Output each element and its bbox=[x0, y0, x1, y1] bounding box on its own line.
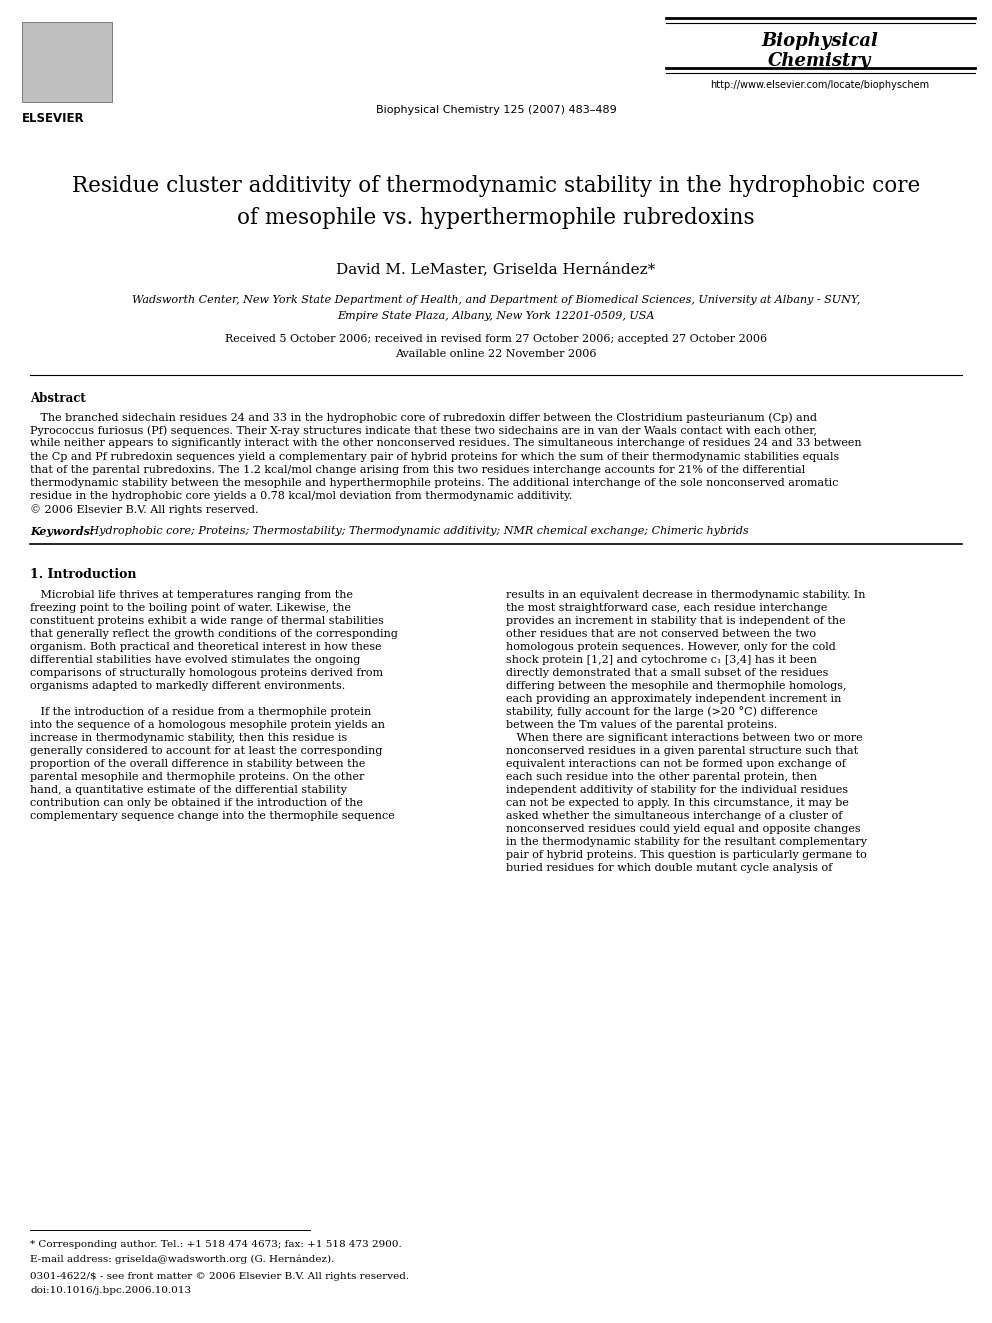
Text: increase in thermodynamic stability, then this residue is: increase in thermodynamic stability, the… bbox=[30, 733, 347, 742]
Text: Biophysical Chemistry 125 (2007) 483–489: Biophysical Chemistry 125 (2007) 483–489 bbox=[376, 105, 616, 115]
Text: other residues that are not conserved between the two: other residues that are not conserved be… bbox=[506, 628, 816, 639]
Text: independent additivity of stability for the individual residues: independent additivity of stability for … bbox=[506, 785, 848, 795]
Text: * Corresponding author. Tel.: +1 518 474 4673; fax: +1 518 473 2900.: * Corresponding author. Tel.: +1 518 474… bbox=[30, 1240, 402, 1249]
Text: comparisons of structurally homologous proteins derived from: comparisons of structurally homologous p… bbox=[30, 668, 383, 677]
Text: The branched sidechain residues 24 and 33 in the hydrophobic core of rubredoxin : The branched sidechain residues 24 and 3… bbox=[30, 411, 817, 422]
Text: Pyrococcus furiosus (Pf) sequences. Their X-ray structures indicate that these t: Pyrococcus furiosus (Pf) sequences. Thei… bbox=[30, 425, 816, 435]
Text: pair of hybrid proteins. This question is particularly germane to: pair of hybrid proteins. This question i… bbox=[506, 849, 867, 860]
Text: buried residues for which double mutant cycle analysis of: buried residues for which double mutant … bbox=[506, 863, 832, 873]
Text: each such residue into the other parental protein, then: each such residue into the other parenta… bbox=[506, 771, 817, 782]
Text: Chemistry: Chemistry bbox=[769, 52, 872, 70]
Text: Available online 22 November 2006: Available online 22 November 2006 bbox=[395, 349, 597, 359]
Text: Microbial life thrives at temperatures ranging from the: Microbial life thrives at temperatures r… bbox=[30, 590, 353, 599]
Bar bbox=[22, 22, 112, 102]
Text: thermodynamic stability between the mesophile and hyperthermophile proteins. The: thermodynamic stability between the meso… bbox=[30, 478, 838, 488]
Text: contribution can only be obtained if the introduction of the: contribution can only be obtained if the… bbox=[30, 798, 363, 807]
Text: between the Tm values of the parental proteins.: between the Tm values of the parental pr… bbox=[506, 720, 778, 729]
Text: can not be expected to apply. In this circumstance, it may be: can not be expected to apply. In this ci… bbox=[506, 798, 849, 807]
Text: When there are significant interactions between two or more: When there are significant interactions … bbox=[506, 733, 863, 742]
Text: Keywords:: Keywords: bbox=[30, 525, 94, 537]
Text: © 2006 Elsevier B.V. All rights reserved.: © 2006 Elsevier B.V. All rights reserved… bbox=[30, 504, 259, 515]
Text: generally considered to account for at least the corresponding: generally considered to account for at l… bbox=[30, 746, 382, 755]
Text: 1. Introduction: 1. Introduction bbox=[30, 568, 137, 581]
Text: that generally reflect the growth conditions of the corresponding: that generally reflect the growth condit… bbox=[30, 628, 398, 639]
Text: organism. Both practical and theoretical interest in how these: organism. Both practical and theoretical… bbox=[30, 642, 382, 652]
Text: Abstract: Abstract bbox=[30, 392, 85, 405]
Text: parental mesophile and thermophile proteins. On the other: parental mesophile and thermophile prote… bbox=[30, 771, 364, 782]
Text: Biophysical: Biophysical bbox=[762, 32, 879, 50]
Text: David M. LeMaster, Griselda Hernández*: David M. LeMaster, Griselda Hernández* bbox=[336, 262, 656, 277]
Text: that of the parental rubredoxins. The 1.2 kcal/mol change arising from this two : that of the parental rubredoxins. The 1.… bbox=[30, 464, 806, 475]
Text: residue in the hydrophobic core yields a 0.78 kcal/mol deviation from thermodyna: residue in the hydrophobic core yields a… bbox=[30, 491, 572, 501]
Text: while neither appears to significantly interact with the other nonconserved resi: while neither appears to significantly i… bbox=[30, 438, 862, 448]
Text: ELSEVIER: ELSEVIER bbox=[22, 112, 84, 124]
Text: If the introduction of a residue from a thermophile protein: If the introduction of a residue from a … bbox=[30, 706, 371, 717]
Text: organisms adapted to markedly different environments.: organisms adapted to markedly different … bbox=[30, 680, 345, 691]
Text: into the sequence of a homologous mesophile protein yields an: into the sequence of a homologous mesoph… bbox=[30, 720, 385, 729]
Text: Received 5 October 2006; received in revised form 27 October 2006; accepted 27 O: Received 5 October 2006; received in rev… bbox=[225, 333, 767, 344]
Text: directly demonstrated that a small subset of the residues: directly demonstrated that a small subse… bbox=[506, 668, 828, 677]
Text: homologous protein sequences. However, only for the cold: homologous protein sequences. However, o… bbox=[506, 642, 835, 652]
Text: 0301-4622/$ - see front matter © 2006 Elsevier B.V. All rights reserved.: 0301-4622/$ - see front matter © 2006 El… bbox=[30, 1271, 409, 1281]
Text: in the thermodynamic stability for the resultant complementary: in the thermodynamic stability for the r… bbox=[506, 836, 867, 847]
Text: Empire State Plaza, Albany, New York 12201-0509, USA: Empire State Plaza, Albany, New York 122… bbox=[337, 311, 655, 321]
Text: freezing point to the boiling point of water. Likewise, the: freezing point to the boiling point of w… bbox=[30, 602, 351, 613]
Text: provides an increment in stability that is independent of the: provides an increment in stability that … bbox=[506, 615, 845, 626]
Text: Residue cluster additivity of thermodynamic stability in the hydrophobic core: Residue cluster additivity of thermodyna… bbox=[71, 175, 921, 197]
Text: constituent proteins exhibit a wide range of thermal stabilities: constituent proteins exhibit a wide rang… bbox=[30, 615, 384, 626]
Text: nonconserved residues could yield equal and opposite changes: nonconserved residues could yield equal … bbox=[506, 824, 861, 833]
Text: results in an equivalent decrease in thermodynamic stability. In: results in an equivalent decrease in the… bbox=[506, 590, 865, 599]
Text: E-mail address: griselda@wadsworth.org (G. Hernández).: E-mail address: griselda@wadsworth.org (… bbox=[30, 1254, 334, 1263]
Text: asked whether the simultaneous interchange of a cluster of: asked whether the simultaneous interchan… bbox=[506, 811, 842, 820]
Text: differential stabilities have evolved stimulates the ongoing: differential stabilities have evolved st… bbox=[30, 655, 360, 664]
Text: equivalent interactions can not be formed upon exchange of: equivalent interactions can not be forme… bbox=[506, 758, 846, 769]
Text: hand, a quantitative estimate of the differential stability: hand, a quantitative estimate of the dif… bbox=[30, 785, 347, 795]
Text: shock protein [1,2] and cytochrome c₁ [3,4] has it been: shock protein [1,2] and cytochrome c₁ [3… bbox=[506, 655, 817, 664]
Text: Wadsworth Center, New York State Department of Health, and Department of Biomedi: Wadsworth Center, New York State Departm… bbox=[132, 295, 860, 306]
Text: http://www.elsevier.com/locate/biophyschem: http://www.elsevier.com/locate/biophysch… bbox=[710, 79, 930, 90]
Text: the most straightforward case, each residue interchange: the most straightforward case, each resi… bbox=[506, 602, 827, 613]
Text: Hydrophobic core; Proteins; Thermostability; Thermodynamic additivity; NMR chemi: Hydrophobic core; Proteins; Thermostabil… bbox=[86, 525, 749, 536]
Text: the Cp and Pf rubredoxin sequences yield a complementary pair of hybrid proteins: the Cp and Pf rubredoxin sequences yield… bbox=[30, 451, 839, 462]
Text: differing between the mesophile and thermophile homologs,: differing between the mesophile and ther… bbox=[506, 680, 846, 691]
Text: doi:10.1016/j.bpc.2006.10.013: doi:10.1016/j.bpc.2006.10.013 bbox=[30, 1286, 191, 1295]
Text: proportion of the overall difference in stability between the: proportion of the overall difference in … bbox=[30, 758, 365, 769]
Text: of mesophile vs. hyperthermophile rubredoxins: of mesophile vs. hyperthermophile rubred… bbox=[237, 206, 755, 229]
Text: nonconserved residues in a given parental structure such that: nonconserved residues in a given parenta… bbox=[506, 746, 858, 755]
Text: stability, fully account for the large (>20 °C) difference: stability, fully account for the large (… bbox=[506, 706, 817, 717]
Text: each providing an approximately independent increment in: each providing an approximately independ… bbox=[506, 693, 841, 704]
Text: complementary sequence change into the thermophile sequence: complementary sequence change into the t… bbox=[30, 811, 395, 820]
